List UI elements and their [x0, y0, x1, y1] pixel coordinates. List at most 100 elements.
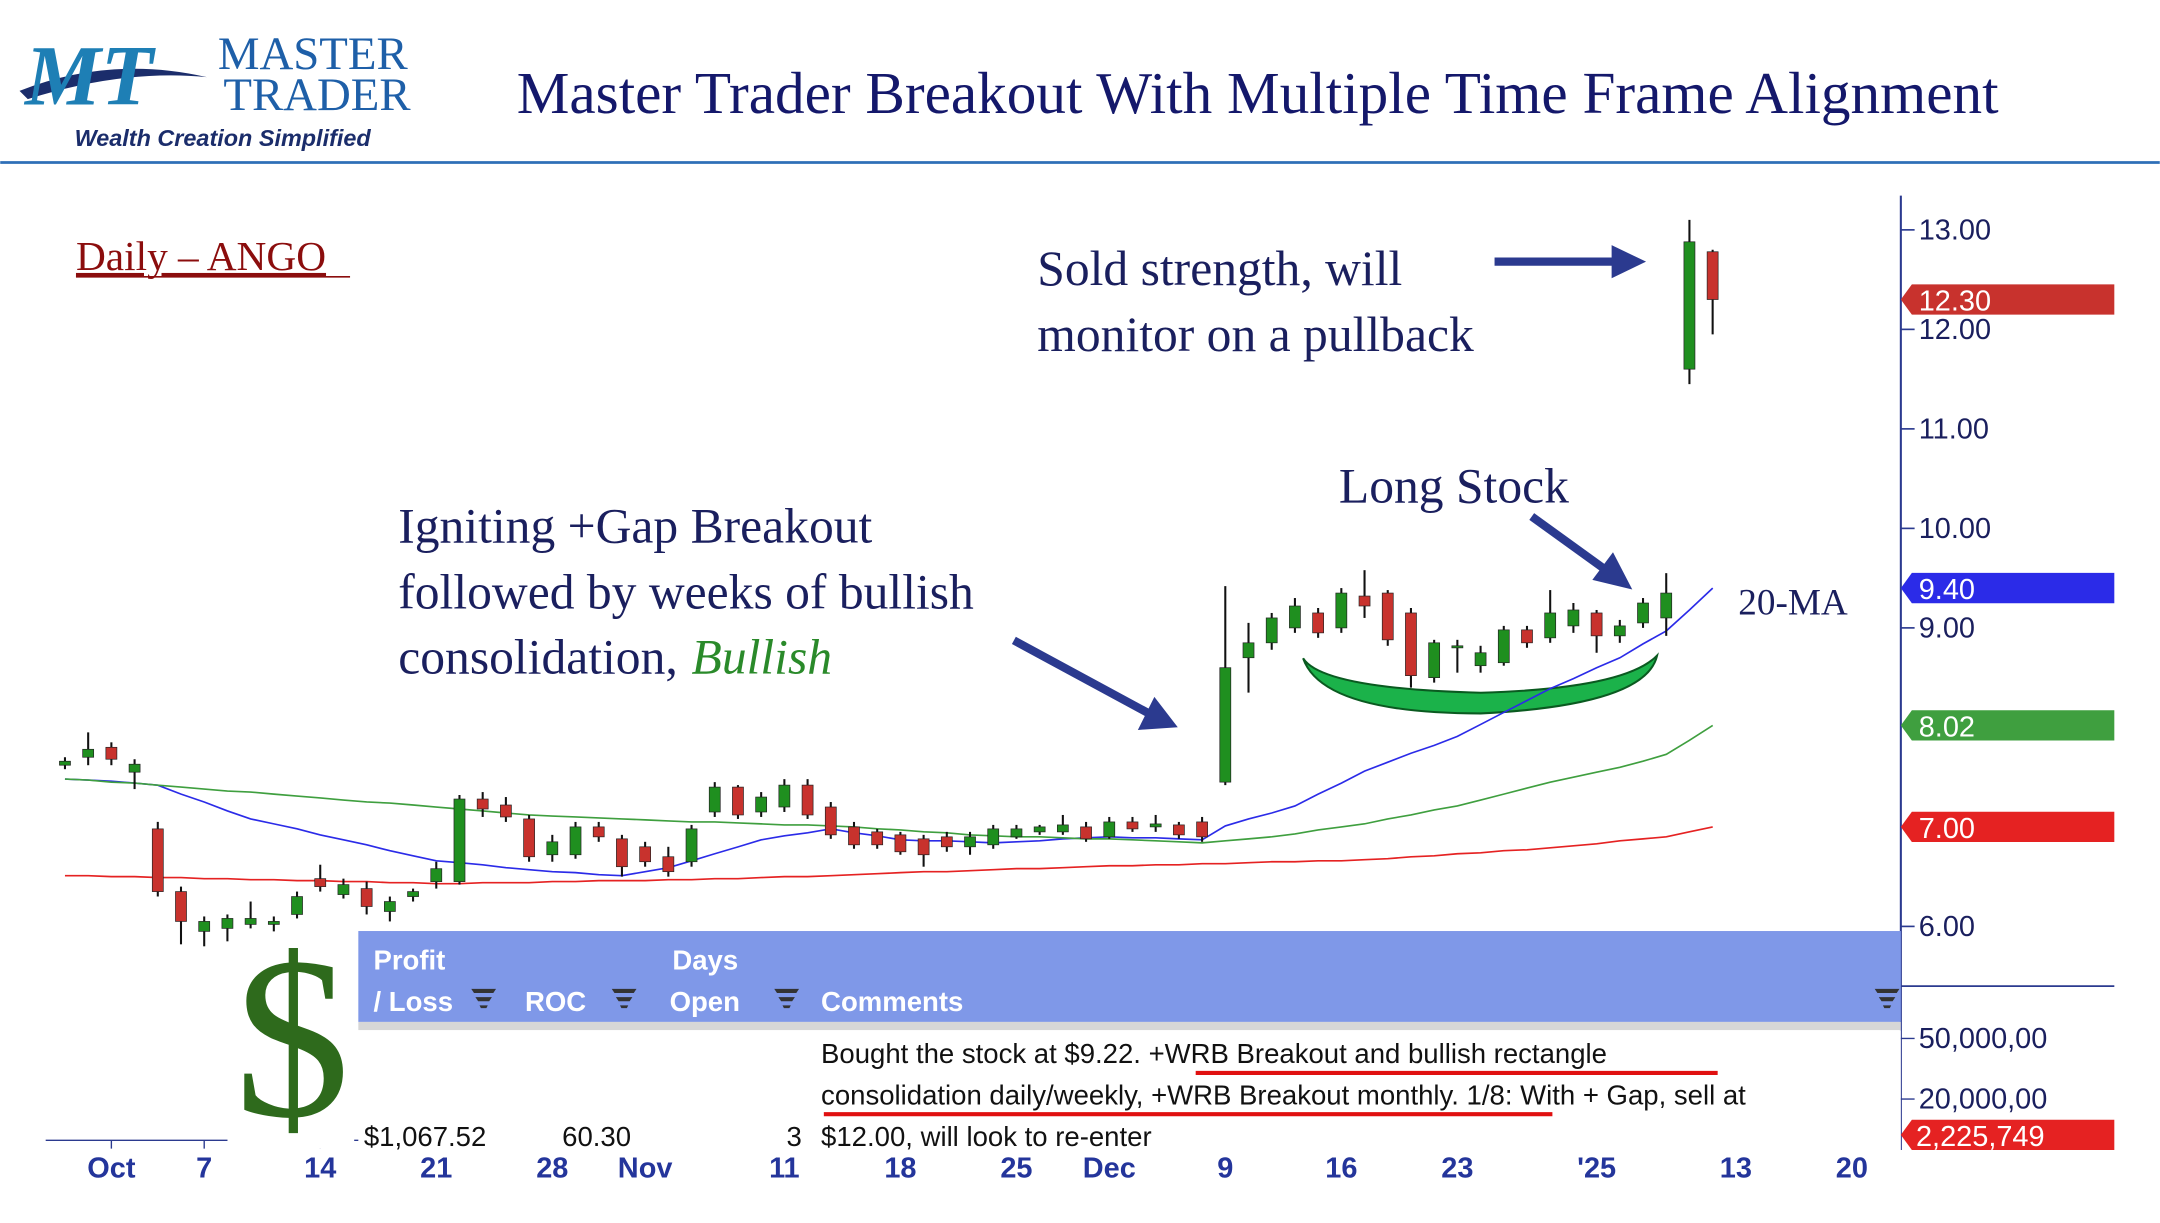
candle-body — [476, 798, 489, 810]
candle-body — [824, 806, 837, 836]
filter-icon[interactable] — [471, 988, 497, 1009]
moving-average — [64, 587, 1714, 877]
dollar-icon: $ — [234, 911, 350, 1167]
x-tick-label: 18 — [884, 1153, 916, 1185]
candle-body — [1521, 629, 1533, 644]
price-tag — [1900, 284, 2115, 315]
cell: 3 — [786, 1121, 801, 1152]
candle-body — [917, 838, 930, 856]
candle-body — [1312, 612, 1324, 634]
candle-body — [360, 888, 373, 907]
candle-body — [1196, 821, 1208, 838]
candle-body — [1219, 667, 1232, 783]
filter-icon[interactable] — [1874, 988, 1900, 1009]
candle-body — [151, 828, 164, 892]
column-header: Days — [672, 945, 738, 976]
comment-line: Bought the stock at $9.22. +WRB Breakout… — [821, 1038, 1607, 1069]
arrow — [1529, 513, 1609, 574]
column-header: Comments — [821, 986, 963, 1017]
candle-body — [940, 836, 953, 848]
column-header: ROC — [525, 986, 586, 1017]
filter-icon[interactable] — [611, 988, 637, 1009]
candle-body — [1149, 823, 1162, 828]
base-highlight — [1302, 652, 1659, 715]
filters — [471, 988, 1900, 1009]
y-tick-label: 6.00 — [1919, 911, 1975, 943]
candle-body — [1103, 821, 1116, 838]
candle-body — [1706, 251, 1719, 300]
volume-tag-label: 2,225,749 — [1916, 1121, 2045, 1153]
annotation: consolidation, Bullish — [398, 629, 832, 684]
candle-body — [267, 921, 280, 925]
y-tick-label: 13.00 — [1919, 215, 1991, 247]
x-tick-label: Dec — [1083, 1153, 1136, 1185]
column-header: / Loss — [373, 986, 453, 1017]
arrow — [1011, 636, 1151, 718]
price-tag-label: 9.40 — [1919, 574, 1975, 606]
logo-tagline: Wealth Creation Simplified — [75, 125, 372, 151]
candle-body — [1451, 645, 1464, 649]
candle-body — [1544, 612, 1557, 639]
candle-body — [592, 826, 605, 838]
candle-body — [244, 918, 257, 925]
candle-body — [337, 884, 350, 895]
candle-body — [1080, 826, 1092, 840]
candle-body — [894, 834, 907, 853]
candle-body — [175, 891, 187, 922]
candle-body — [1358, 595, 1371, 607]
annotation-bullish: Bullish — [692, 629, 832, 684]
candle-body — [500, 804, 512, 818]
price-tag-label: 12.30 — [1919, 286, 1991, 318]
logo-swoosh — [19, 68, 207, 100]
table-header-shadow — [358, 1021, 1901, 1031]
moving-average — [64, 724, 1714, 844]
candle-body — [1033, 826, 1046, 833]
candle-body — [291, 896, 303, 915]
x-tick-label: Oct — [87, 1153, 136, 1185]
candle-body — [1660, 592, 1673, 619]
candle-body — [1010, 828, 1023, 838]
candle-body — [1474, 652, 1487, 667]
price-tag — [1900, 811, 2115, 843]
candle-body — [430, 868, 443, 882]
annotation: followed by weeks of bullish — [398, 565, 974, 620]
y-tick-label: 12.00 — [1919, 314, 1991, 346]
title: Master Trader Breakout With Multiple Tim… — [517, 60, 1999, 126]
arrowhead — [1137, 696, 1178, 730]
cell: $1,067.52 — [364, 1121, 486, 1152]
candle-body — [871, 831, 884, 846]
icon-box — [227, 942, 355, 1149]
filter-icon[interactable] — [774, 988, 800, 1009]
volume-tick-label: 50,000,00 — [1919, 1023, 2048, 1055]
price-tag-label: 8.02 — [1919, 711, 1975, 743]
arrowhead — [1611, 245, 1647, 279]
logo-word: MASTER — [218, 28, 409, 80]
candle-body — [1567, 609, 1580, 627]
y-tick-label: 9.00 — [1919, 613, 1975, 645]
price-tag — [1900, 572, 2115, 604]
x-tick-label: Nov — [618, 1153, 673, 1185]
candle-body — [1242, 642, 1255, 659]
moving-average — [64, 826, 1713, 885]
candle-body — [546, 841, 559, 856]
x-tick-label: 20 — [1836, 1153, 1868, 1185]
x-tick-label: '25 — [1577, 1153, 1616, 1185]
candle-body — [616, 838, 628, 868]
candle-body — [801, 784, 814, 816]
annotation: Sold strength, will — [1037, 241, 1402, 296]
cell: 60.30 — [562, 1121, 631, 1152]
candle-body — [1405, 612, 1417, 676]
x-tick-label: 28 — [536, 1153, 568, 1185]
arrows — [1011, 245, 1647, 730]
candle-body — [59, 760, 71, 766]
annotation: Igniting +Gap Breakout — [398, 499, 872, 554]
candle-body — [1497, 629, 1510, 664]
y-tick-label: 11.00 — [1919, 414, 1989, 446]
candle-body — [708, 786, 721, 813]
price-tag-label: 7.00 — [1919, 813, 1975, 845]
table-body — [358, 1030, 1901, 1152]
annotation-part: consolidation, — [398, 629, 678, 684]
candle-body — [732, 786, 744, 816]
